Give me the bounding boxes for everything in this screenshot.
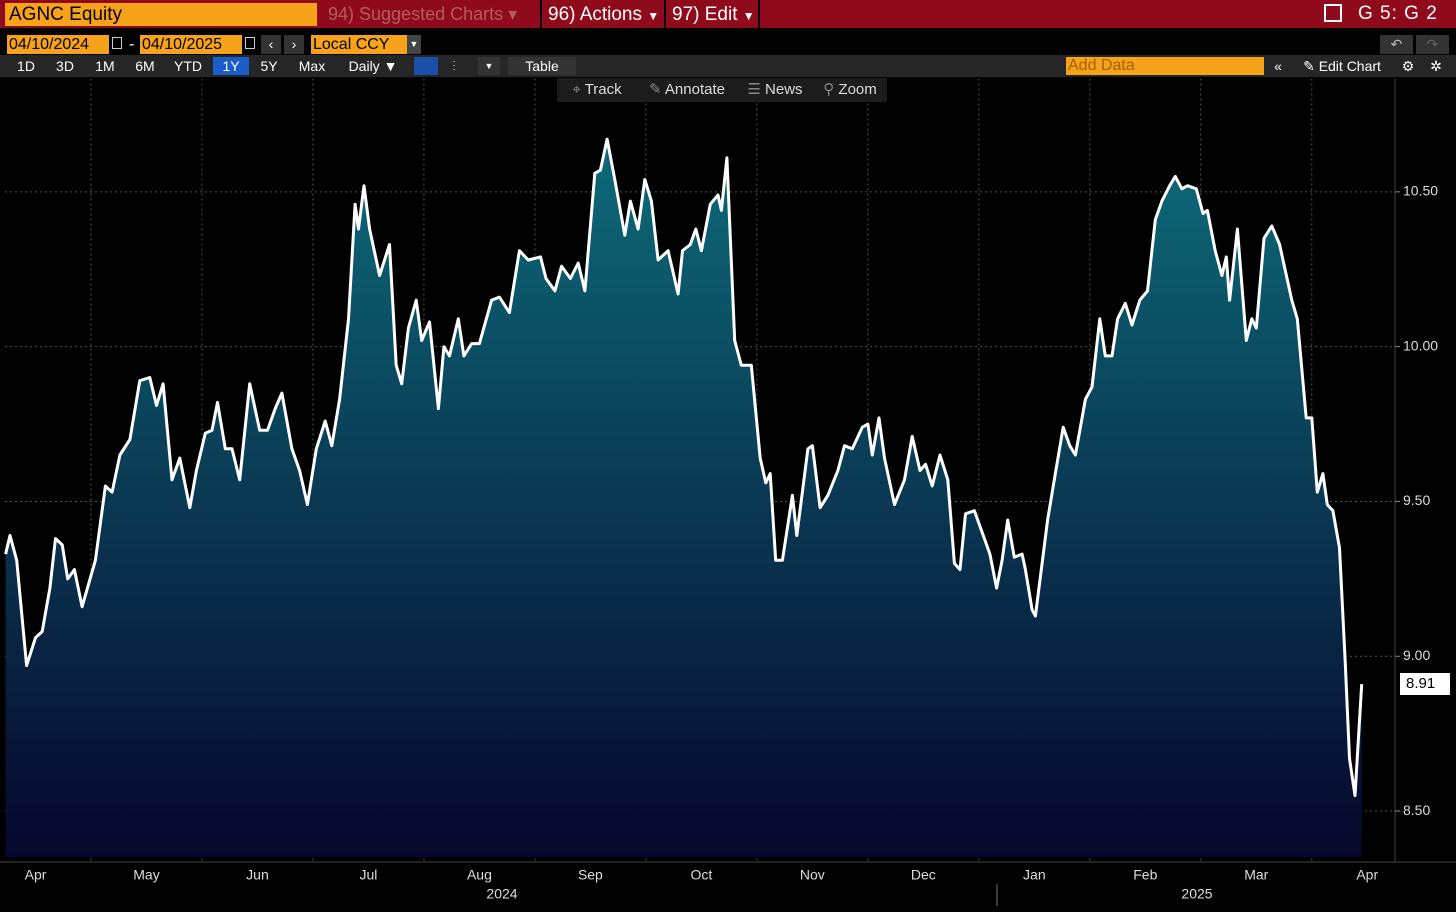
tool-button[interactable]: ⌖ Track (560, 80, 634, 98)
area-fill (5, 139, 1362, 858)
currency-field[interactable]: Local CCY (311, 35, 407, 54)
menu-label: 97) Edit (672, 4, 738, 25)
x-tick-label: Sep (578, 867, 603, 883)
dropdown-icon[interactable]: ▼ (407, 35, 421, 54)
period-tab[interactable]: 6M (135, 58, 155, 74)
year-label: 2024 (486, 886, 517, 902)
y-tick-label: 10.00 (1403, 337, 1438, 353)
tool-label: Annotate (664, 81, 725, 98)
frequency-label: Daily (348, 58, 380, 74)
x-tick-label: Apr (1356, 867, 1378, 883)
menu-item[interactable]: 94) Suggested Charts ▾ (328, 4, 518, 24)
x-tick-label: Apr (25, 867, 47, 883)
start-date[interactable]: 04/10/2024 (7, 35, 109, 54)
x-tick-label: Jul (359, 867, 377, 883)
tool-icon: ⌖ (572, 81, 585, 98)
period-tab[interactable]: 1Y (213, 57, 249, 75)
x-tick-label: Oct (690, 867, 712, 883)
bar-type-icon[interactable]: ⫶ (452, 58, 456, 74)
calendar-icon[interactable] (112, 37, 122, 49)
menu-label: 96) Actions (548, 4, 642, 25)
tool-button[interactable]: ⚲ Zoom (814, 80, 886, 98)
undo-button[interactable]: ↶ (1380, 35, 1413, 54)
y-tick-label: 9.50 (1403, 492, 1430, 508)
next-button[interactable]: › (284, 35, 304, 54)
menu-label: 94) Suggested Charts (328, 4, 504, 24)
tool-icon: ☰ (747, 81, 766, 98)
price-line (4, 137, 1364, 798)
divider (540, 0, 542, 28)
tool-label: Zoom (838, 81, 877, 98)
divider (664, 0, 666, 28)
x-tick-label: Dec (911, 867, 936, 883)
end-date[interactable]: 04/10/2025 (140, 35, 242, 54)
divider (758, 0, 760, 28)
menu-item[interactable]: 97) Edit ▼ (672, 4, 755, 25)
x-tick-label: Feb (1133, 867, 1157, 883)
tool-label: Track (584, 81, 622, 98)
collapse-button[interactable]: « (1274, 58, 1282, 74)
last-value-tag: 8.91 (1400, 673, 1450, 696)
chart-type-icon[interactable] (414, 57, 438, 75)
prev-button[interactable]: ‹ (261, 35, 281, 54)
y-tick-label: 10.50 (1403, 183, 1438, 199)
popout-icon[interactable] (1324, 4, 1342, 22)
edit-chart-label: Edit Chart (1318, 58, 1381, 74)
edit-chart-button[interactable]: ✎ Edit Chart (1303, 58, 1381, 74)
period-tab[interactable]: 5Y (260, 58, 278, 74)
tool-icon: ✎ (649, 81, 665, 98)
x-tick-label: Jun (246, 867, 269, 883)
add-data-field[interactable]: Add Data (1066, 57, 1264, 75)
options-icon[interactable]: ✲ (1430, 58, 1442, 74)
calendar-icon[interactable] (245, 37, 255, 49)
x-tick-label: Aug (467, 867, 492, 883)
x-tick-label: Jan (1023, 867, 1046, 883)
period-tab[interactable]: 3D (56, 58, 74, 74)
tool-button[interactable]: ☰ News (740, 80, 810, 98)
y-tick-label: 9.00 (1403, 647, 1430, 663)
x-tick-label: May (133, 867, 159, 883)
tool-icon: ⚲ (823, 81, 839, 98)
settings-icon[interactable]: ⚙ (1401, 58, 1415, 74)
tool-bar (557, 78, 887, 102)
tool-button[interactable]: ✎ Annotate (640, 80, 734, 98)
x-tick-label: Mar (1244, 867, 1268, 883)
more-dropdown[interactable]: ▼ (478, 57, 500, 75)
period-tab[interactable]: 1M (95, 58, 115, 74)
y-tick-label: 8.50 (1403, 802, 1430, 818)
period-tab[interactable]: 1D (17, 58, 35, 74)
tool-label: News (765, 81, 803, 98)
year-label: 2025 (1181, 886, 1212, 902)
date-separator: - (129, 36, 135, 53)
redo-button[interactable]: ↷ (1416, 35, 1449, 54)
x-tick-label: Nov (800, 867, 825, 883)
frequency-dropdown[interactable]: Daily ▼ (348, 58, 398, 74)
menu-item[interactable]: 96) Actions ▼ (548, 4, 660, 25)
page-id: G 5: G 2 (1358, 3, 1438, 24)
period-tab[interactable]: Max (298, 58, 326, 74)
security-field[interactable]: AGNC Equity (5, 3, 317, 26)
period-tab[interactable]: YTD (174, 58, 202, 74)
table-button[interactable]: Table (508, 57, 576, 75)
